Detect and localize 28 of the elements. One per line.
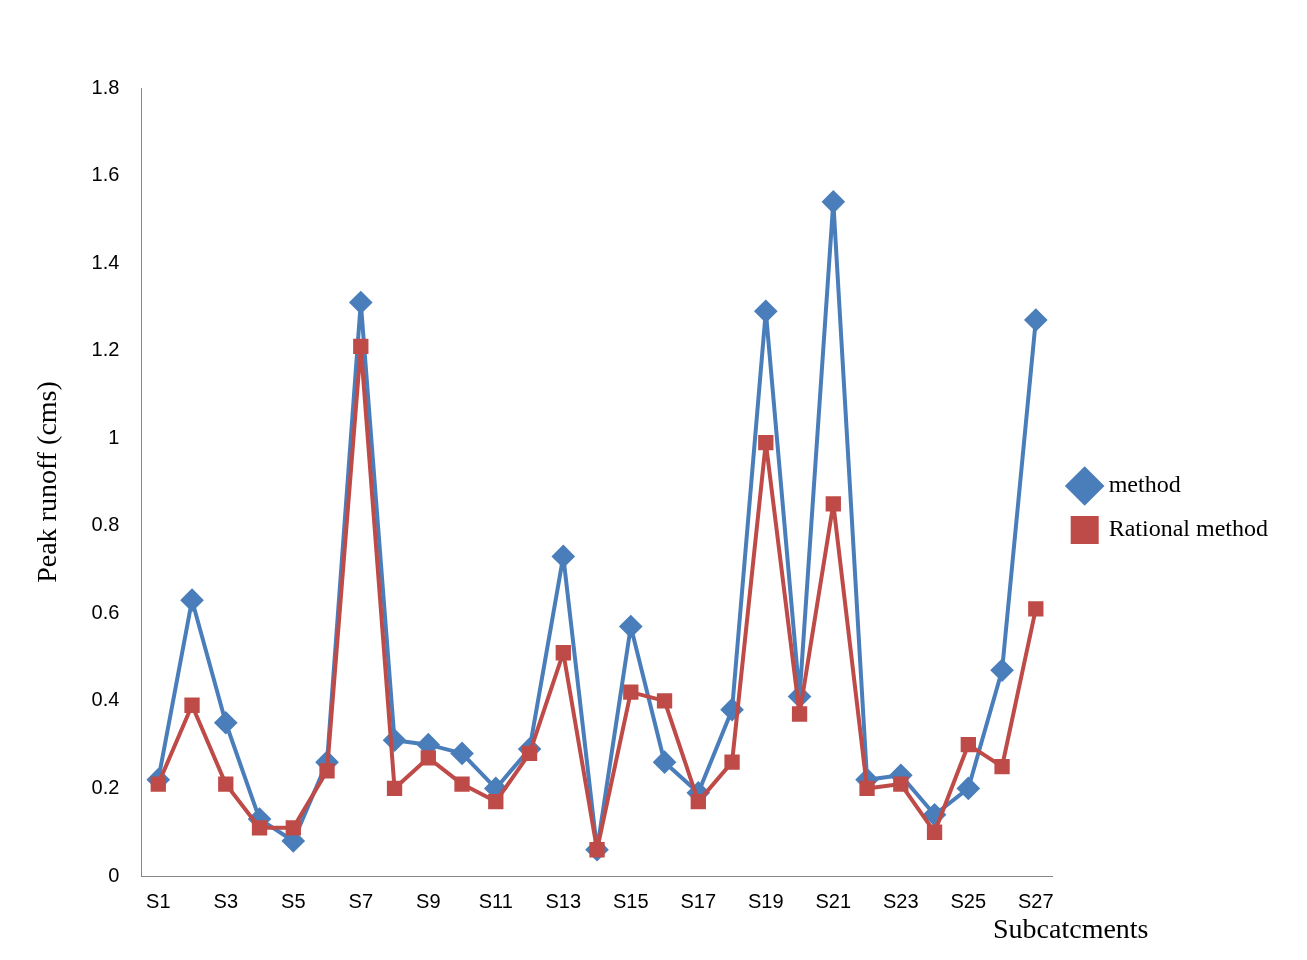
y-tick-label: 1.8 xyxy=(91,75,120,98)
x-tick-label: S9 xyxy=(416,889,441,912)
x-tick-label: S1 xyxy=(146,889,171,912)
x-tick-label: S3 xyxy=(213,889,239,912)
x-tick-label: S25 xyxy=(950,889,987,912)
y-tick-label: 1.4 xyxy=(91,250,120,273)
y-axis-title: Peak runoff (cms) xyxy=(31,381,63,583)
x-tick-label: S17 xyxy=(680,889,717,912)
y-tick-label: 1 xyxy=(108,425,120,448)
y-tick-label: 0.8 xyxy=(91,513,120,536)
x-tick-label: S13 xyxy=(545,889,582,912)
x-axis-title: Subcatcments xyxy=(993,913,1149,945)
y-tick-label: 0.2 xyxy=(91,775,120,798)
y-tick-label: 1.6 xyxy=(91,163,120,186)
x-tick-label: S27 xyxy=(1018,889,1054,912)
legend-label: method xyxy=(1108,471,1181,498)
y-tick-label: 0.4 xyxy=(91,688,120,711)
x-tick-label: S11 xyxy=(478,889,513,912)
x-tick-label: S21 xyxy=(815,889,852,912)
y-tick-label: 1.2 xyxy=(91,338,120,361)
x-tick-label: S5 xyxy=(281,889,306,912)
x-tick-label: S7 xyxy=(348,889,374,912)
y-tick-label: 0.6 xyxy=(91,600,120,623)
x-tick-label: S19 xyxy=(748,889,784,912)
y-tick-label: 0 xyxy=(108,863,120,886)
x-tick-label: S15 xyxy=(613,889,649,912)
x-tick-label: S23 xyxy=(883,889,919,912)
legend-label: Rational method xyxy=(1108,515,1269,542)
